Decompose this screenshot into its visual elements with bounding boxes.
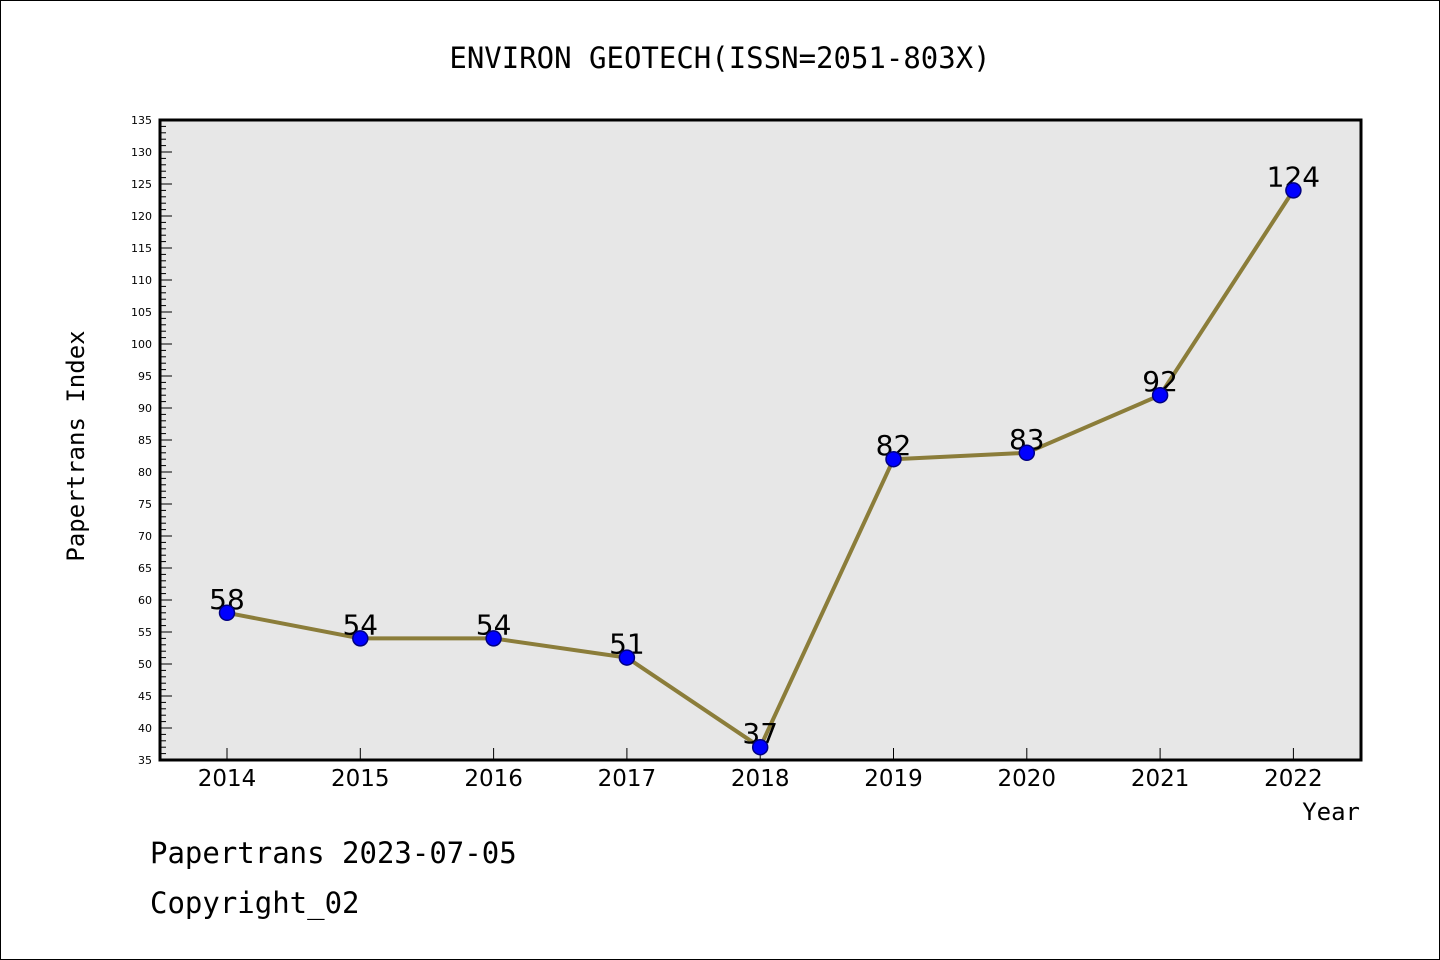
y-tick-label: 75	[138, 498, 152, 511]
data-point	[1151, 386, 1169, 404]
data-point	[1285, 182, 1302, 199]
y-tick-label: 80	[138, 466, 152, 479]
x-axis: 2014 2015 2016 2017 2018 2019 2020 2021 2022	[198, 748, 1323, 792]
y-axis: 35 40 45 50 55 60 65 70 75 80 85 90 95 100 105 110 115 12…	[131, 114, 172, 767]
y-tick-label: 110	[131, 274, 152, 287]
x-axis-label: Year	[1302, 798, 1360, 826]
x-tick-label: 2014	[198, 766, 257, 792]
x-tick-label: 2018	[731, 766, 790, 792]
x-tick-label: 2017	[598, 766, 657, 792]
data-point	[885, 450, 902, 468]
data-point	[618, 649, 636, 666]
y-tick-label: 115	[131, 242, 152, 255]
y-tick-label: 50	[138, 658, 152, 671]
x-tick-label: 2021	[1131, 766, 1190, 792]
y-tick-label: 120	[131, 210, 152, 223]
plot-border	[158, 118, 1363, 762]
y-tick-label: 70	[138, 530, 152, 543]
footer-date: Papertrans 2023-07-05	[150, 836, 517, 870]
data-point	[485, 630, 502, 647]
y-tick-label: 105	[131, 306, 152, 319]
y-axis-label: Papertrans Index	[62, 330, 90, 561]
plot-area	[160, 120, 1361, 760]
y-tick-label: 60	[138, 594, 152, 607]
data-point	[352, 630, 369, 647]
x-tick-label: 2016	[464, 766, 523, 792]
y-tick-label: 90	[138, 402, 152, 415]
y-tick-label: 40	[138, 722, 152, 735]
x-tick-label: 2015	[331, 766, 390, 792]
data-point	[751, 738, 769, 756]
footer-copyright: Copyright_02	[150, 886, 360, 920]
chart-title: ENVIRON GEOTECH(ISSN=2051-803X)	[449, 41, 990, 75]
x-tick-label: 2020	[998, 766, 1057, 792]
y-tick-label: 100	[131, 338, 152, 351]
y-tick-label: 35	[138, 754, 152, 767]
data-point	[218, 604, 236, 622]
data-point	[1018, 444, 1036, 462]
y-tick-label: 95	[138, 370, 152, 383]
data-points	[218, 182, 1302, 756]
y-tick-label: 130	[131, 146, 152, 159]
y-tick-label: 85	[138, 434, 152, 447]
x-tick-label: 2019	[864, 766, 923, 792]
y-tick-label: 65	[138, 562, 152, 575]
y-tick-label: 135	[131, 114, 152, 127]
y-tick-label: 45	[138, 690, 152, 703]
x-tick-label: 2022	[1264, 766, 1323, 792]
y-tick-label: 125	[131, 178, 152, 191]
y-tick-label: 55	[138, 626, 152, 639]
